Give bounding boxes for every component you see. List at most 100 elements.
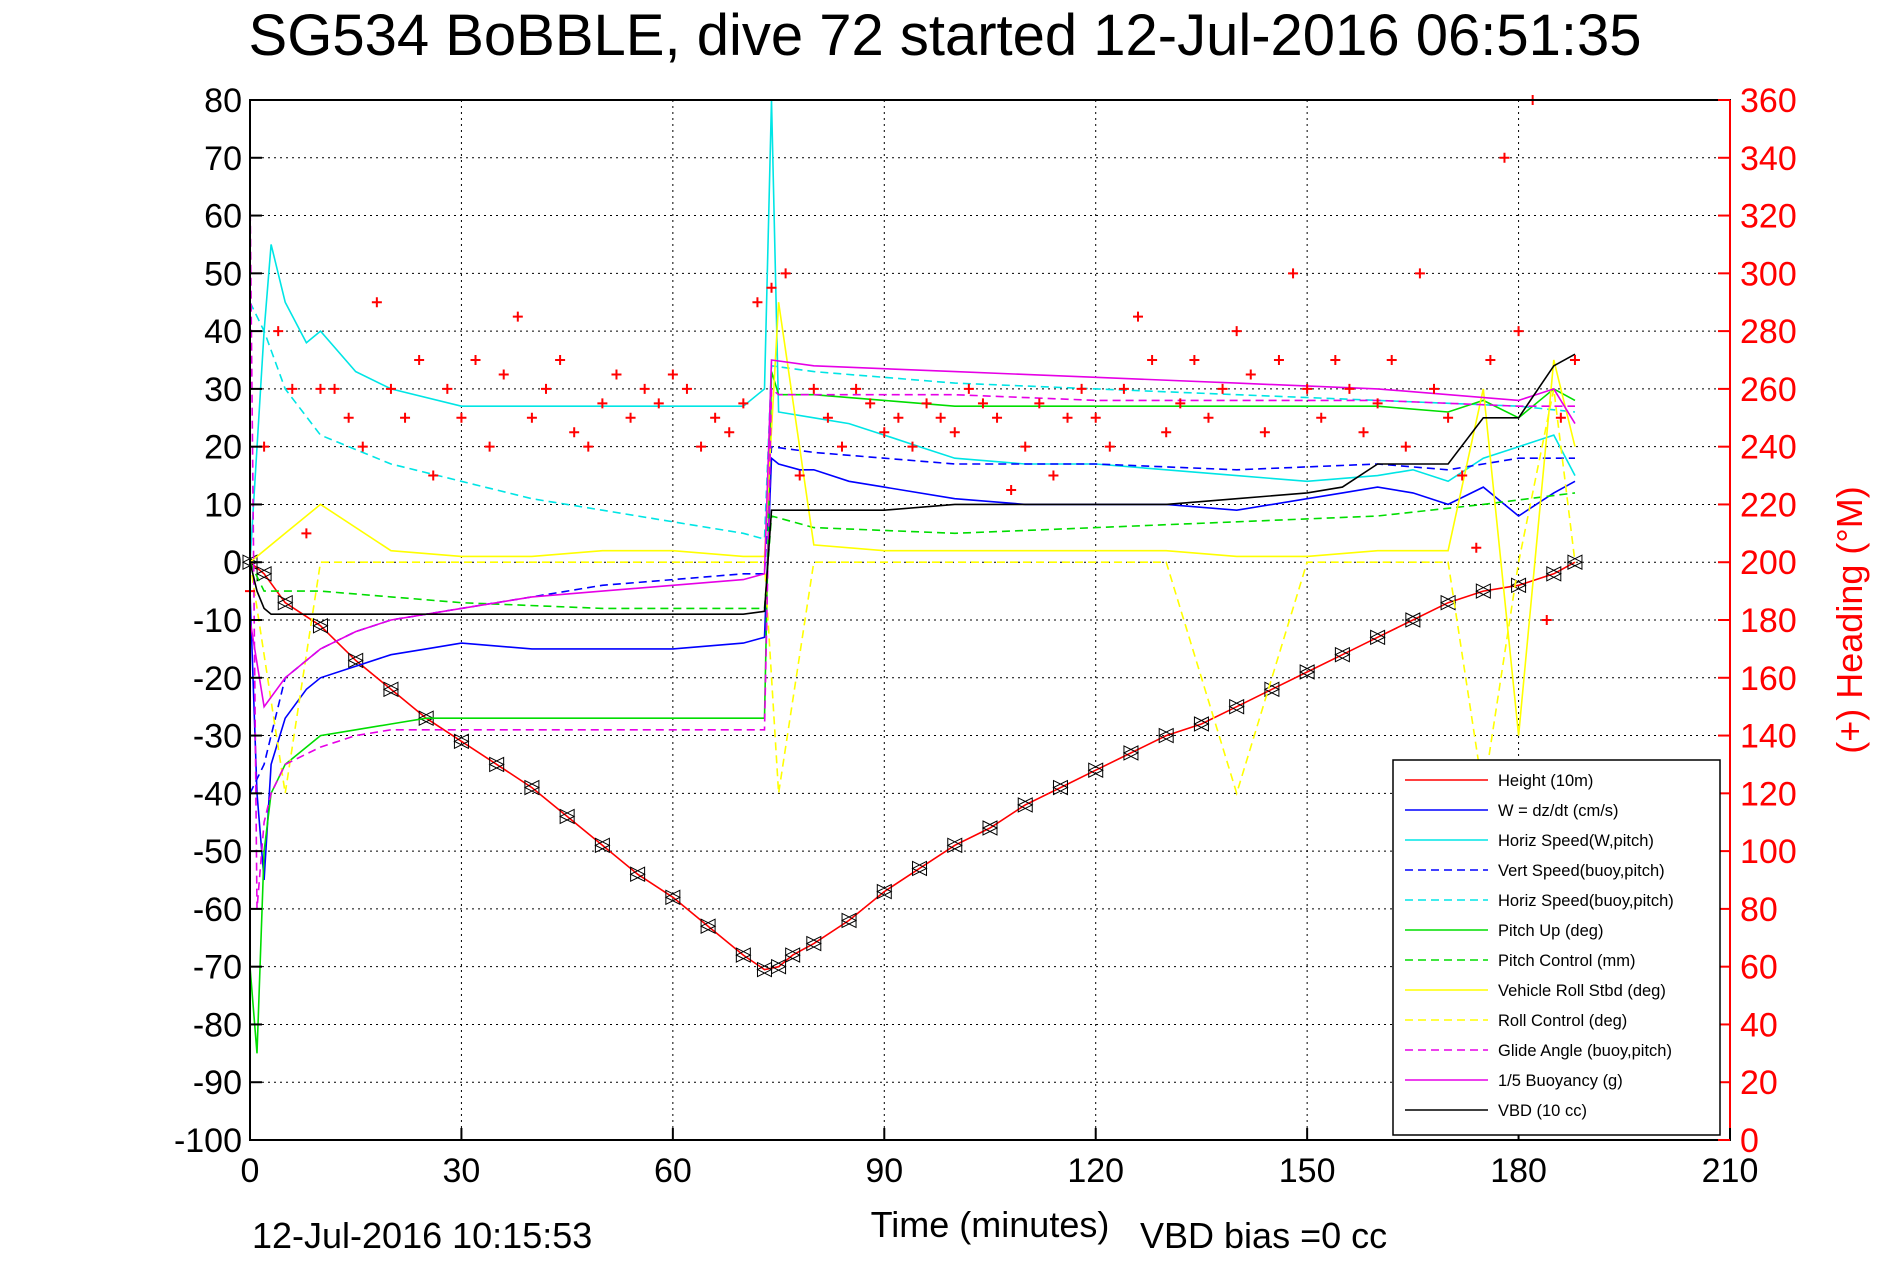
heading-point xyxy=(1020,441,1031,452)
heading-point xyxy=(949,427,960,438)
height-marker xyxy=(559,808,576,825)
heading-point xyxy=(1330,355,1341,365)
right-tick-label: 40 xyxy=(1740,1006,1778,1044)
right-axis-label: (+) Heading (°M) xyxy=(1829,486,1870,753)
heading-point xyxy=(1245,369,1256,380)
heading-point xyxy=(1048,470,1059,481)
heading-point xyxy=(879,427,890,438)
heading-point xyxy=(1203,412,1214,423)
height-marker xyxy=(277,594,294,611)
heading-point xyxy=(498,369,509,380)
heading-point xyxy=(653,398,664,409)
y-tick-label: -80 xyxy=(193,1006,242,1044)
x-tick-label: 210 xyxy=(1702,1152,1759,1190)
heading-point xyxy=(667,369,678,380)
heading-point xyxy=(963,383,974,394)
heading-point xyxy=(1118,383,1129,394)
heading-point xyxy=(371,297,382,308)
height-marker xyxy=(840,912,858,929)
heading-point xyxy=(1429,383,1439,394)
height-marker xyxy=(382,681,400,698)
y-tick-label: -20 xyxy=(193,660,242,698)
heading-point xyxy=(583,441,594,452)
series-line-horiz-speed-w-pitch xyxy=(249,99,1576,563)
heading-point xyxy=(1400,441,1411,452)
height-marker xyxy=(594,837,611,854)
right-tick-label: 240 xyxy=(1740,429,1797,467)
y-tick-label: -90 xyxy=(193,1064,242,1102)
legend-box xyxy=(1392,759,1721,1136)
heading-point xyxy=(343,412,354,423)
legend-label: Pitch Up (deg) xyxy=(1498,922,1603,940)
heading-point xyxy=(484,441,495,452)
heading-point xyxy=(1259,427,1270,438)
legend: Height (10m) W = dz/dt (cm/s) Horiz Speed(… xyxy=(1392,759,1721,1136)
heading-point xyxy=(808,383,819,394)
right-tick-label: 0 xyxy=(1740,1122,1759,1160)
heading-point xyxy=(1006,485,1017,495)
legend-label: Glide Angle (buoy,pitch) xyxy=(1498,1042,1672,1060)
series-line-height-10m xyxy=(249,561,1576,971)
heading-point xyxy=(837,441,847,452)
x-tick-label: 30 xyxy=(443,1152,481,1190)
heading-point xyxy=(639,383,650,394)
height-marker xyxy=(1263,681,1281,698)
height-marker xyxy=(1122,745,1140,761)
y-tick-label: 0 xyxy=(223,544,242,582)
right-tick-label: 60 xyxy=(1740,949,1778,987)
heading-point xyxy=(470,355,481,365)
heading-point xyxy=(794,470,805,481)
height-marker xyxy=(1228,698,1245,715)
height-marker xyxy=(1158,727,1175,744)
heading-point xyxy=(921,398,932,409)
heading-point xyxy=(865,398,876,409)
series-line-glide-angle-buoy-pitch xyxy=(249,186,1575,909)
series-line-horiz-speed-buoy-pitch xyxy=(249,301,1576,541)
heading-point xyxy=(1316,412,1327,423)
heading-point xyxy=(1541,615,1552,625)
heading-point xyxy=(696,441,707,452)
heading-point xyxy=(1569,355,1580,365)
height-marker xyxy=(1475,583,1492,599)
heading-point xyxy=(541,383,551,394)
height-marker xyxy=(1545,565,1562,582)
legend-label: Horiz Speed(W,pitch) xyxy=(1498,832,1654,850)
height-marker xyxy=(1334,646,1351,663)
heading-point xyxy=(752,297,763,308)
y-tick-label: 30 xyxy=(204,371,242,409)
heading-point xyxy=(1302,383,1313,394)
legend-label: Roll Control (deg) xyxy=(1498,1012,1627,1030)
y-tick-label: 60 xyxy=(204,198,242,236)
x-tick-label: 150 xyxy=(1279,1152,1336,1190)
heading-point xyxy=(1076,383,1087,394)
legend-label: Vert Speed(buoy,pitch) xyxy=(1498,862,1665,880)
heading-point xyxy=(625,412,636,423)
x-tick-label: 120 xyxy=(1067,1152,1124,1190)
heading-point xyxy=(512,311,523,322)
heading-point xyxy=(301,528,312,539)
heading-point xyxy=(935,412,946,423)
height-marker xyxy=(255,565,273,582)
height-marker xyxy=(1566,554,1584,571)
legend-label: Horiz Speed(buoy,pitch) xyxy=(1498,892,1674,910)
x-tick-label: 0 xyxy=(241,1152,260,1190)
heading-point xyxy=(1034,398,1045,409)
heading-point xyxy=(555,355,566,365)
right-tick-label: 180 xyxy=(1740,602,1797,640)
y-tick-label: -10 xyxy=(193,602,242,640)
y-tick-label: 50 xyxy=(204,255,242,293)
height-marker xyxy=(699,918,717,935)
series-line-1-5-buoyancy-g xyxy=(249,359,1576,709)
right-tick-label: 360 xyxy=(1740,82,1797,120)
height-marker xyxy=(453,733,470,750)
height-marker xyxy=(981,820,999,836)
heading-point xyxy=(893,412,904,423)
y-tick-label: 40 xyxy=(204,313,242,351)
height-marker xyxy=(523,779,541,796)
heading-point xyxy=(400,412,411,423)
heading-point xyxy=(1513,326,1524,337)
heading-point xyxy=(1147,355,1158,365)
y-tick-label: -100 xyxy=(174,1122,242,1160)
height-marker xyxy=(946,837,963,854)
heading-point xyxy=(1443,412,1454,423)
